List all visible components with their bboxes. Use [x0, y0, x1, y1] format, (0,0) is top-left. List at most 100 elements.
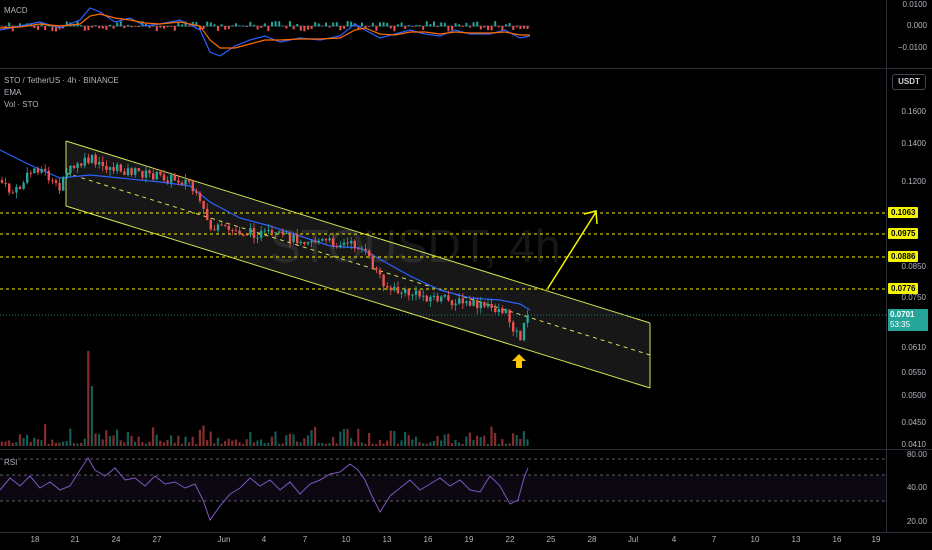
candle-body — [162, 174, 166, 181]
macd-histogram-bar — [375, 26, 378, 31]
volume-bar — [378, 439, 381, 446]
candle-body — [357, 248, 360, 250]
candle-body — [321, 238, 324, 241]
macd-histogram-bar — [415, 25, 417, 27]
time-label: 21 — [70, 535, 80, 544]
candle-body — [375, 267, 378, 270]
macd-histogram-bar — [274, 21, 277, 27]
volume-bar — [245, 439, 248, 446]
macd-axis[interactable]: 0.0100 0.000 −0.0100 — [886, 0, 932, 68]
candle-body — [274, 232, 277, 234]
candle-body — [40, 168, 43, 173]
volume-bar — [166, 439, 169, 446]
macd-histogram-bar — [271, 21, 273, 27]
level-label-3[interactable]: 0.0776 — [888, 283, 919, 294]
candle-body — [112, 167, 115, 171]
macd-histogram-bar — [411, 26, 414, 27]
rsi-axis[interactable]: 80.00 40.00 20.00 — [886, 450, 932, 532]
volume-bar — [504, 443, 507, 446]
macd-histogram-bar — [112, 26, 115, 29]
resistance-levels[interactable] — [0, 212, 886, 316]
price-tick: 0.1200 — [901, 177, 926, 186]
pane-divider[interactable] — [0, 68, 932, 69]
up-arrow-icon — [512, 354, 526, 368]
macd-histogram-bar — [307, 26, 309, 30]
candle-body — [339, 245, 342, 248]
candle-body — [195, 191, 198, 193]
main-chart-pane[interactable]: STO / TetherUS · 4h · BINANCE EMA Vol · … — [0, 69, 886, 449]
volume-bar — [288, 433, 291, 446]
macd-histogram-bar — [116, 22, 119, 27]
macd-histogram-bar — [55, 26, 57, 32]
breakout-arrow[interactable] — [547, 210, 598, 289]
chart-drawings[interactable] — [0, 0, 886, 532]
volume-bar — [281, 443, 284, 446]
volume-bar — [321, 442, 324, 446]
candle-body — [177, 180, 180, 183]
macd-histogram-bar — [37, 26, 39, 30]
candle-body — [458, 298, 461, 304]
volume-bar — [393, 430, 396, 446]
macd-histogram-bar — [94, 25, 97, 27]
candle-body — [22, 182, 25, 189]
volume-bar — [238, 442, 241, 446]
macd-histogram-bar — [512, 26, 515, 30]
macd-tick: −0.0100 — [897, 43, 927, 52]
volume-bar — [94, 433, 97, 446]
volume-bar — [249, 432, 252, 446]
volume-bar — [62, 441, 65, 446]
rsi-series — [0, 457, 886, 522]
price-tick: 0.1600 — [901, 107, 926, 116]
time-label: 22 — [505, 535, 515, 544]
volume-bar — [526, 439, 529, 446]
time-label: 4 — [261, 535, 267, 544]
price-axis[interactable] — [886, 69, 932, 449]
volume-bar — [314, 426, 317, 446]
price-tick: 0.0410 — [901, 440, 926, 449]
price-tick: 0.1400 — [901, 139, 926, 148]
volume-bar — [202, 425, 205, 446]
candle-body — [18, 186, 22, 189]
volume-bar — [400, 440, 403, 446]
level-label-2[interactable]: 0.0886 — [888, 251, 919, 262]
time-label: 28 — [587, 535, 597, 544]
candle-body — [432, 295, 436, 297]
macd-histogram-bar — [440, 22, 443, 27]
level-label-0[interactable]: 0.1063 — [888, 207, 919, 218]
candle-body — [105, 165, 108, 170]
candle-body — [224, 225, 227, 227]
macd-histogram-bar — [11, 26, 14, 32]
candle-body — [396, 286, 400, 294]
macd-histogram-bar — [91, 26, 93, 28]
macd-histogram-bar — [155, 26, 158, 32]
macd-histogram-bar — [80, 25, 83, 27]
candle-body — [526, 315, 529, 323]
volume-bar — [476, 435, 479, 446]
volume-bar — [105, 430, 108, 446]
time-label: 7 — [302, 535, 308, 544]
candle-body — [440, 296, 443, 302]
candle-body — [303, 241, 306, 244]
macd-histogram-bar — [487, 26, 489, 31]
macd-series — [0, 7, 531, 57]
candle-body — [400, 292, 403, 294]
macd-pane[interactable]: MACD — [0, 0, 886, 68]
macd-histogram-bar — [242, 25, 245, 27]
candle-body — [159, 171, 162, 175]
price-tick: 0.0850 — [901, 262, 926, 271]
candle-body — [238, 230, 241, 235]
candle-body — [353, 240, 356, 249]
time-label: 25 — [546, 535, 556, 544]
macd-histogram-bar — [364, 26, 367, 28]
candle-body — [101, 161, 104, 166]
pane-divider[interactable] — [0, 449, 932, 450]
volume-bar — [292, 434, 295, 446]
volume-bar — [4, 441, 7, 446]
volume-bar — [231, 440, 234, 446]
candle-body — [508, 309, 511, 323]
candle-body — [202, 200, 205, 209]
level-label-1[interactable]: 0.0975 — [888, 228, 919, 239]
currency-button[interactable]: USDT — [892, 74, 926, 90]
macd-histogram-bar — [145, 23, 147, 27]
rsi-pane[interactable]: RSI — [0, 450, 886, 532]
